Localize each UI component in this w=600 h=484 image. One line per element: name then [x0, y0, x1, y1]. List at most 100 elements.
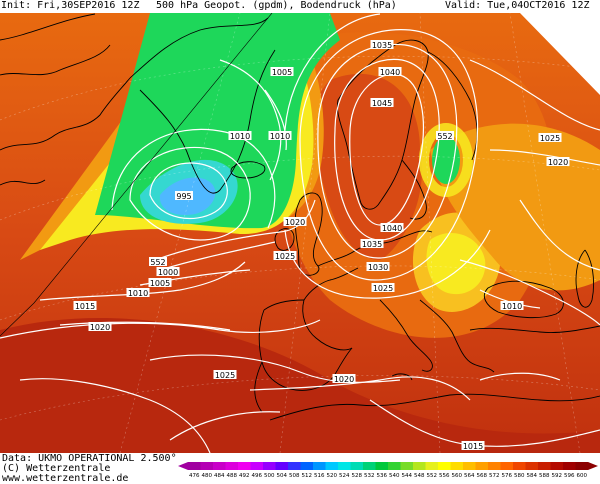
graticule: [0, 13, 600, 453]
scale-label: 544: [402, 473, 413, 479]
scale-label: 600: [577, 473, 588, 479]
isobar-label: 1035: [372, 41, 392, 50]
scale-swatch: [513, 462, 526, 470]
isobar-label: 1010: [128, 289, 148, 298]
isobar-label: 1015: [75, 302, 95, 311]
isobar-label: 1025: [215, 371, 235, 380]
isobar-label: 1040: [382, 224, 402, 233]
isobar-label: 1005: [150, 279, 170, 288]
isobar-label: 1025: [373, 284, 393, 293]
isobar-label: 1025: [275, 252, 295, 261]
scale-label: 492: [239, 473, 250, 479]
scale-label: 484: [214, 473, 225, 479]
scale-arrow-left: [178, 462, 188, 470]
isobar-label: 1040: [380, 68, 400, 77]
isobar-label-bg: [380, 223, 404, 232]
header-bar: Init: Fri,30SEP2016 12Z 500 hPa Geopot. …: [0, 0, 600, 13]
isobar-label: 1035: [362, 240, 382, 249]
scale-swatch: [463, 462, 476, 470]
scale-swatch: [225, 462, 239, 470]
scale-swatch: [525, 462, 539, 470]
isobar-label: 1030: [368, 263, 388, 272]
isobar-label: 1020: [90, 323, 110, 332]
scale-label: 556: [439, 473, 450, 479]
isobar-label-bg: [88, 322, 112, 331]
website: www.wetterzentrale.de: [2, 473, 129, 484]
isobar-label: 552: [150, 258, 165, 267]
scale-label: 540: [389, 473, 400, 479]
isobar-label-bg: [228, 131, 252, 140]
scale-swatch: [400, 462, 414, 470]
scale-label: 500: [264, 473, 275, 479]
domain-edge: [0, 13, 273, 337]
isobar-label-bg: [175, 191, 193, 200]
scale-swatch: [538, 462, 551, 470]
isobar-label-bg: [500, 301, 524, 310]
scale-label: 496: [252, 473, 263, 479]
scale-swatch: [313, 462, 326, 470]
isobar-label-bg: [370, 40, 394, 49]
isobar-label-bg: [126, 288, 150, 297]
isobar-label-bg: [283, 217, 307, 226]
scale-swatch: [425, 462, 439, 470]
isobar-label-bg: [370, 98, 394, 107]
init-time: Init: Fri,30SEP2016 12Z: [1, 0, 140, 11]
geopotential-field: [0, 13, 600, 453]
scale-swatch: [563, 462, 576, 470]
isobar-label: 1010: [270, 132, 290, 141]
scale-swatch: [413, 462, 426, 470]
isobar-label-bg: [148, 278, 172, 287]
isobar-label: 1010: [502, 302, 522, 311]
scale-label: 568: [477, 473, 488, 479]
isobar-label: 1000: [158, 268, 178, 277]
scale-label: 552: [427, 473, 438, 479]
scale-swatch: [500, 462, 514, 470]
color-scale: 476 480 484 488 492 496 500 504 508 512 516 520 524 5…: [178, 462, 598, 479]
scale-label: 524: [339, 473, 350, 479]
isobar-label: 1005: [272, 68, 292, 77]
isobar-label-bg: [149, 257, 167, 266]
scale-swatch: [438, 462, 451, 470]
scale-label: 564: [464, 473, 475, 479]
scale-swatch: [338, 462, 351, 470]
scale-label: 480: [202, 473, 213, 479]
scale-swatch: [550, 462, 564, 470]
scale-label: 548: [414, 473, 425, 479]
isobar-label-bg: [538, 133, 562, 142]
scale-swatch: [475, 462, 489, 470]
copyright: (C) Wetterzentrale: [2, 463, 111, 474]
scale-swatch: [388, 462, 401, 470]
scale-label: 476: [189, 473, 200, 479]
scale-swatch: [188, 462, 201, 470]
scale-arrow-right: [588, 462, 598, 470]
scale-swatch: [300, 462, 314, 470]
isobar-label-bg: [332, 374, 356, 383]
isobar-label-bg: [366, 262, 390, 271]
isobars: [0, 13, 600, 453]
isobar-label-bg: [436, 131, 454, 140]
map-title: 500 hPa Geopot. (gpdm), Bodendruck (hPa): [156, 0, 397, 11]
isobar-label: 1020: [334, 375, 354, 384]
isobar-label-bg: [378, 67, 402, 76]
isobar-label-bg: [73, 301, 97, 310]
isobar-label: 1045: [372, 99, 392, 108]
scale-label: 572: [489, 473, 500, 479]
isobar-label-bg: [156, 267, 180, 276]
isobar-label-bg: [268, 131, 292, 140]
scale-label: 536: [377, 473, 388, 479]
scale-swatch: [238, 462, 251, 470]
scale-label: 584: [527, 473, 538, 479]
scale-label: 596: [564, 473, 575, 479]
scale-swatch: [375, 462, 389, 470]
isobar-label-bg: [461, 441, 485, 450]
isobar-label-bg: [270, 67, 294, 76]
scale-swatch: [213, 462, 226, 470]
scale-label: 520: [327, 473, 338, 479]
scale-swatch: [263, 462, 276, 470]
scale-swatch: [275, 462, 289, 470]
isobar-label-bg: [213, 370, 237, 379]
scale-swatch: [575, 462, 589, 470]
valid-time: Valid: Tue,04OCT2016 12Z: [445, 0, 590, 11]
